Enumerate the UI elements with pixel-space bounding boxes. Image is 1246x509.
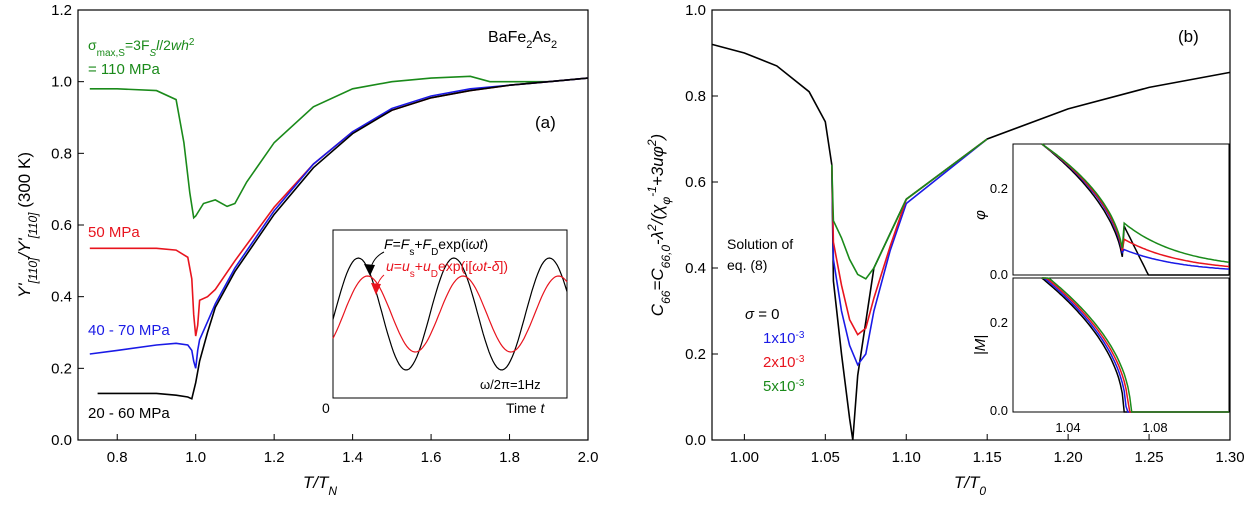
panel-b: 0.00.20.40.60.81.0 1.00 1.05 1.10 1.15 1.20 1… xyxy=(645,2,1245,498)
panel-b-ylabel: C66=C66,0-λ2/(χφ-1+3uφ2) xyxy=(645,134,673,316)
inset-m-series xyxy=(1041,277,1229,413)
panel-b-series xyxy=(711,43,1231,441)
panel-a-xtick-label: 2.0 xyxy=(578,449,599,466)
panel-a-x-ticks: 0.8 1.0 1.2 1.4 1.6 1.8 2.0 xyxy=(107,434,599,466)
inset-m-ylabel: |M| xyxy=(972,335,989,355)
annotation-green-value: = 110 MPa xyxy=(88,61,161,78)
panel-a-panel-tag: (a) xyxy=(535,113,556,132)
inset-phi-ytick-0: 0.0 xyxy=(990,267,1008,282)
panel-b-ytick-label: 0.2 xyxy=(685,346,706,363)
panel-a-sample-label: BaFe2As2 xyxy=(488,29,557,51)
panel-a-xtick-label: 0.8 xyxy=(107,449,128,466)
panel-b-xtick-label: 1.15 xyxy=(973,449,1002,466)
legend-5e-3: 5x10-3 xyxy=(763,378,805,396)
panel-b-plot-frame xyxy=(711,9,1231,441)
inset-force-arrowhead xyxy=(364,264,375,276)
panel-a-ytick-label: 0.6 xyxy=(51,217,72,234)
panel-b-series-red xyxy=(831,138,988,336)
panel-b-xtick-label: 1.00 xyxy=(730,449,759,466)
inset-frame xyxy=(332,229,568,399)
inset-xlabel: Time t xyxy=(506,400,545,416)
annotation-green-formula: σmax,S=3FSl/2wh2 xyxy=(88,37,195,59)
inset-phi-series xyxy=(1041,143,1230,276)
panel-b-x-ticks: 1.00 1.05 1.10 1.15 1.20 1.25 1.30 xyxy=(730,434,1245,466)
inset-m-frame xyxy=(1012,277,1230,413)
panel-b-xtick-label: 1.05 xyxy=(811,449,840,466)
legend-sigma-zero: σ = 0 xyxy=(745,306,779,323)
panel-b-ytick-label: 0.6 xyxy=(685,174,706,191)
panel-a: 0.0 0.2 0.4 0.6 0.8 1.0 1.2 0.8 1.0 1.2 1.4 1.6 1.8… xyxy=(15,2,598,498)
panel-a-ytick-label: 0.8 xyxy=(51,145,72,162)
panel-a-ytick-label: 1.2 xyxy=(51,2,72,19)
inset-phi-ytick-1: 0.2 xyxy=(990,181,1008,196)
panel-b-panel-tag: (b) xyxy=(1178,27,1199,46)
panel-a-xtick-label: 1.4 xyxy=(342,449,363,466)
inset-freq-label: ω/2π=1Hz xyxy=(480,377,541,392)
panel-a-series-green xyxy=(89,75,589,220)
panel-a-ytick-label: 0.4 xyxy=(51,289,72,306)
inset-phi-curve-green xyxy=(1041,143,1230,263)
annotation-blue: 40 - 70 MPa xyxy=(88,322,170,339)
panel-b-series-blue xyxy=(831,138,988,367)
panel-a-ytick-label: 0.2 xyxy=(51,360,72,377)
panel-b-xtick-label: 1.20 xyxy=(1054,449,1083,466)
inset-displacement-wave xyxy=(332,275,568,353)
panel-b-xtick-label: 1.10 xyxy=(892,449,921,466)
panel-a-xtick-label: 1.0 xyxy=(185,449,206,466)
annotation-black: 20 - 60 MPa xyxy=(88,405,170,422)
annotation-red: 50 MPa xyxy=(88,224,140,241)
legend-title-line2: eq. (8) xyxy=(727,257,767,273)
panel-b-series-green xyxy=(831,138,988,280)
inset-phi-frame xyxy=(1012,143,1230,276)
inset-phi-curve-red xyxy=(1041,143,1230,268)
inset-phi-ylabel: φ xyxy=(972,210,989,220)
inset-m-ytick-0: 0.0 xyxy=(990,403,1008,418)
panel-b-insets: φ |M| 0.0 0.2 0.0 0.2 1.04 1.08 xyxy=(972,143,1230,435)
panel-b-ytick-label: 1.0 xyxy=(685,2,706,19)
panel-b-y-ticks: 0.0 0.2 0.4 0.6 0.8 1.0 xyxy=(685,2,718,449)
panel-a-xtick-label: 1.8 xyxy=(499,449,520,466)
panel-b-ytick-label: 0.4 xyxy=(685,260,706,277)
panel-b-series-black xyxy=(711,43,1231,441)
panel-a-series xyxy=(89,75,589,400)
panel-b-xtick-label: 1.25 xyxy=(1134,449,1163,466)
panel-b-xlabel: T/T0 xyxy=(954,473,987,498)
inset-force-wave xyxy=(332,257,568,371)
inset-m-xtick-1: 1.08 xyxy=(1142,420,1167,435)
panel-b-ytick-label: 0.8 xyxy=(685,88,706,105)
panel-a-series-blue xyxy=(89,77,589,369)
panel-a-ytick-label: 1.0 xyxy=(51,74,72,91)
panel-a-inset: 0 Time t ω/2π=1Hz F=Fs+FDexp(iωt) u=us+u… xyxy=(322,229,568,416)
inset-m-curve-green xyxy=(1041,277,1229,413)
panel-a-xtick-label: 1.2 xyxy=(264,449,285,466)
legend-2e-3: 2x10-3 xyxy=(763,354,805,372)
legend-1e-3: 1x10-3 xyxy=(763,330,805,348)
panel-b-ytick-label: 0.0 xyxy=(685,432,706,449)
inset-displacement-arrowhead xyxy=(371,283,381,295)
inset-phi-curve-black xyxy=(1041,143,1229,276)
inset-m-ytick-1: 0.2 xyxy=(990,315,1008,330)
panel-a-ylabel: Y'[110]/Y'[110] (300 K) xyxy=(15,152,40,298)
panel-a-ytick-label: 0.0 xyxy=(51,432,72,449)
inset-m-xtick-0: 1.04 xyxy=(1055,420,1080,435)
inset-origin-label: 0 xyxy=(322,400,330,416)
panel-a-y-ticks: 0.0 0.2 0.4 0.6 0.8 1.0 1.2 xyxy=(51,2,84,449)
panel-a-series-black xyxy=(97,77,589,400)
legend-title-line1: Solution of xyxy=(727,236,793,252)
panel-a-xlabel: T/TN xyxy=(303,473,338,498)
panel-b-xtick-label: 1.30 xyxy=(1215,449,1244,466)
panel-a-xtick-label: 1.6 xyxy=(421,449,442,466)
